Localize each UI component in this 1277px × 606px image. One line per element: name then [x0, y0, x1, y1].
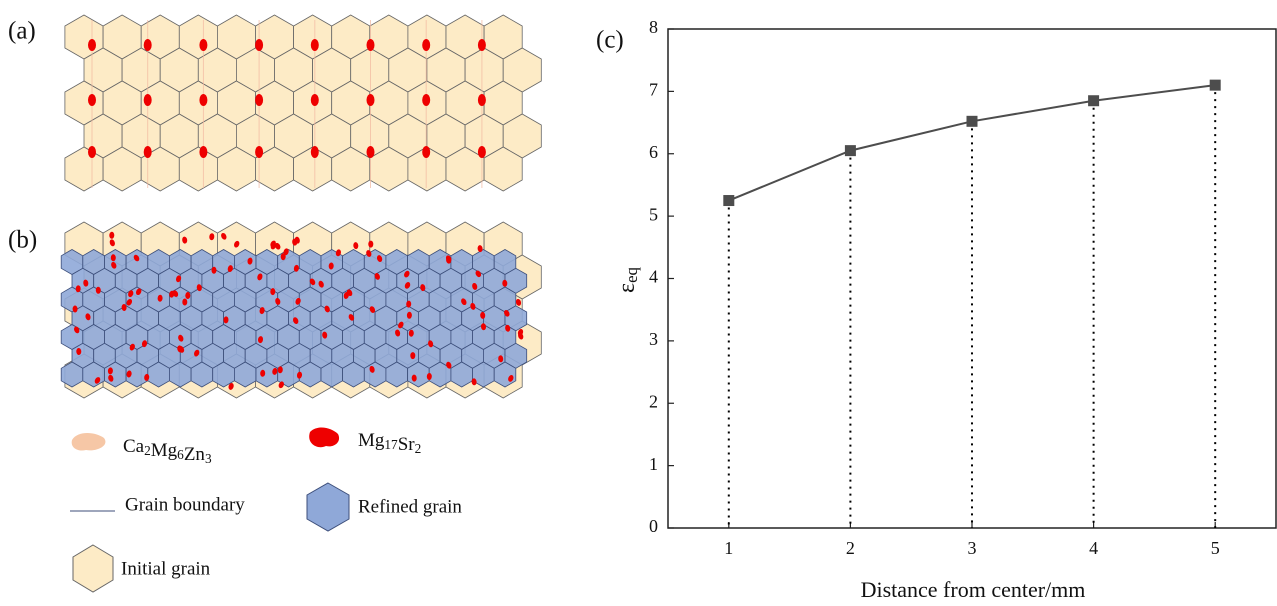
particle [144, 146, 152, 158]
particle [199, 94, 207, 106]
particle [182, 299, 187, 306]
legend-label: Ca2Mg6Zn3 [123, 436, 212, 466]
particle [255, 94, 263, 106]
y-tick-label: 6 [649, 142, 658, 162]
x-tick-label: 3 [968, 538, 977, 558]
legend-label: Grain boundary [125, 494, 245, 515]
x-tick-label: 2 [846, 538, 855, 558]
legend-icon [73, 545, 113, 592]
particle [367, 39, 375, 51]
marker [1210, 80, 1221, 91]
x-tick-label: 4 [1089, 538, 1098, 558]
legend-label: Refined grain [358, 496, 462, 517]
legend-label: Initial grain [121, 558, 211, 579]
particle [144, 39, 152, 51]
y-tick-label: 7 [649, 80, 658, 100]
particle [422, 94, 430, 106]
legend-label: Mg17Sr2 [358, 430, 421, 456]
particle [478, 94, 486, 106]
legend-icon [72, 433, 106, 451]
panel-label: (c) [596, 27, 624, 54]
particle [311, 146, 319, 158]
particle [368, 241, 373, 248]
x-axis-label: Distance from center/mm [861, 577, 1086, 602]
particle [422, 146, 430, 158]
particle [255, 146, 263, 158]
y-tick-label: 4 [649, 267, 658, 287]
x-tick-label: 1 [724, 538, 733, 558]
y-tick-label: 0 [649, 516, 658, 536]
particle [199, 146, 207, 158]
particle [88, 39, 96, 51]
y-tick-label: 1 [649, 454, 658, 474]
marker [845, 145, 856, 156]
particle [255, 39, 263, 51]
plot: 0 1 2 3 4 5 6 7 8 1 2 3 4 5 [649, 17, 1221, 558]
legend-icon [307, 483, 349, 531]
y-tick-label: 2 [649, 391, 658, 411]
marker [967, 116, 978, 127]
particle [311, 39, 319, 51]
particle [410, 352, 415, 359]
legend-icon [309, 428, 339, 448]
particle [88, 94, 96, 106]
particle [478, 39, 486, 51]
panel-label: (a) [8, 18, 36, 45]
particle [311, 94, 319, 106]
schematic [61, 15, 541, 398]
particle [367, 146, 375, 158]
y-tick-label: 3 [649, 329, 658, 349]
panel-label: (b) [8, 227, 37, 254]
plot-frame [668, 29, 1276, 528]
y-axis-label: εeq [614, 266, 641, 293]
y-tick-label: 5 [649, 204, 658, 224]
particle [478, 146, 486, 158]
figure: (a) (b) Ca2Mg6Zn3 Mg17Sr2 Grain boundary… [0, 0, 1277, 606]
particle [144, 94, 152, 106]
particle [422, 39, 430, 51]
y-tick-label: 8 [649, 17, 658, 37]
marker [1088, 95, 1099, 106]
particle [88, 146, 96, 158]
x-tick-label: 5 [1211, 538, 1220, 558]
marker [723, 195, 734, 206]
particle [367, 94, 375, 106]
particle [199, 39, 207, 51]
